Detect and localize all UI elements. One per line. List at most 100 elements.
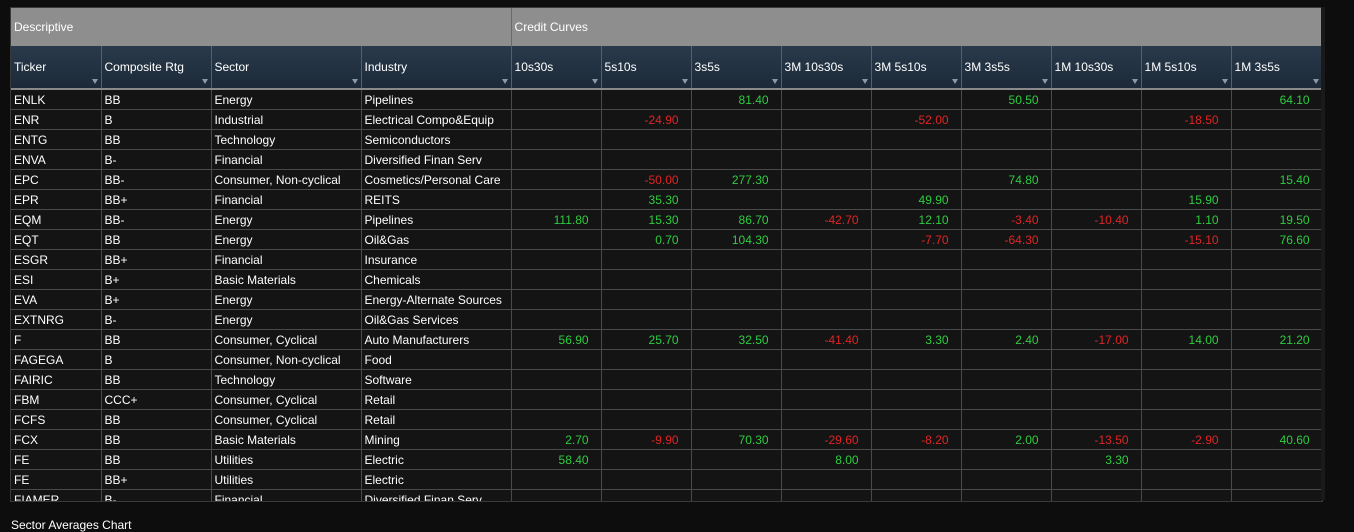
table-cell: -41.40 xyxy=(781,329,872,350)
table-cell xyxy=(511,229,602,250)
filter-icon[interactable] xyxy=(591,79,598,84)
table-row[interactable]: ESI B+ Basic Materials Chemicals xyxy=(11,269,1322,290)
column-header-1m-5s10s[interactable]: 1M 5s10s xyxy=(1141,46,1232,90)
table-row[interactable]: F BB Consumer, Cyclical Auto Manufacturers 5… xyxy=(11,329,1322,350)
filter-icon[interactable] xyxy=(1131,79,1138,84)
table-cell xyxy=(1231,189,1322,210)
table-row[interactable]: EVA B+ Energy Energy-Alternate Sources xyxy=(11,289,1322,310)
table-row[interactable]: EQM BB- Energy Pipelines 111.80 15.30 86.70 -42… xyxy=(11,209,1322,230)
table-cell: Technology xyxy=(211,129,362,150)
column-header-3m-3s5s[interactable]: 3M 3s5s xyxy=(961,46,1052,90)
table-cell: ESI xyxy=(11,269,102,290)
table-cell: Energy-Alternate Sources xyxy=(361,289,512,310)
table-cell: 32.50 xyxy=(691,329,782,350)
table-cell xyxy=(1231,369,1322,390)
table-cell: BB xyxy=(101,449,212,470)
table-cell xyxy=(961,189,1052,210)
table-cell: BB+ xyxy=(101,189,212,210)
table-cell xyxy=(1141,349,1232,370)
table-row[interactable]: ENLK BB Energy Pipelines 81.40 50.50 64.10 xyxy=(11,89,1322,110)
grid-scrollbar[interactable] xyxy=(1321,7,1325,500)
table-cell xyxy=(1051,349,1142,370)
table-row[interactable]: EPC BB- Consumer, Non-cyclical Cosmetics/Pe… xyxy=(11,169,1322,190)
column-header-composite-rtg[interactable]: Composite Rtg xyxy=(101,46,212,90)
table-row[interactable]: FCFS BB Consumer, Cyclical Retail xyxy=(11,409,1322,430)
filter-icon[interactable] xyxy=(681,79,688,84)
table-cell xyxy=(691,489,782,501)
filter-icon[interactable] xyxy=(1312,79,1319,84)
table-cell: Industrial xyxy=(211,109,362,130)
column-header-sector[interactable]: Sector xyxy=(211,46,362,90)
column-header-10s30s[interactable]: 10s30s xyxy=(511,46,602,90)
table-cell xyxy=(781,149,872,170)
column-header-5s10s[interactable]: 5s10s xyxy=(601,46,692,90)
table-row[interactable]: EXTNRG B- Energy Oil&Gas Services xyxy=(11,309,1322,330)
table-row[interactable]: FCX BB Basic Materials Mining 2.70 -9.90 70.30… xyxy=(11,429,1322,450)
table-cell xyxy=(691,289,782,310)
table-cell xyxy=(1051,109,1142,130)
sector-averages-chart-title: Sector Averages Chart xyxy=(11,518,132,532)
filter-icon[interactable] xyxy=(861,79,868,84)
filter-icon[interactable] xyxy=(91,79,98,84)
column-header-3m-10s30s[interactable]: 3M 10s30s xyxy=(781,46,872,90)
table-cell: -42.70 xyxy=(781,209,872,230)
table-cell: BB- xyxy=(101,209,212,230)
table-cell xyxy=(961,249,1052,270)
table-row[interactable]: FBM CCC+ Consumer, Cyclical Retail xyxy=(11,389,1322,410)
column-header-1m-3s5s[interactable]: 1M 3s5s xyxy=(1231,46,1322,90)
table-cell: Financial xyxy=(211,189,362,210)
filter-icon[interactable] xyxy=(1041,79,1048,84)
table-cell: 15.90 xyxy=(1141,189,1232,210)
filter-icon[interactable] xyxy=(501,79,508,84)
column-header-1m-10s30s[interactable]: 1M 10s30s xyxy=(1051,46,1142,90)
filter-icon[interactable] xyxy=(201,79,208,84)
table-cell: BB xyxy=(101,229,212,250)
table-cell: 19.50 xyxy=(1231,209,1322,230)
column-header-label: Ticker xyxy=(14,60,47,74)
table-cell xyxy=(691,109,782,130)
table-cell xyxy=(691,269,782,290)
table-cell xyxy=(1231,349,1322,370)
table-cell: CCC+ xyxy=(101,389,212,410)
table-cell: 81.40 xyxy=(691,89,782,110)
column-header-ticker[interactable]: Ticker xyxy=(11,46,102,90)
table-cell xyxy=(691,249,782,270)
table-cell xyxy=(511,369,602,390)
filter-icon[interactable] xyxy=(351,79,358,84)
table-cell: B+ xyxy=(101,289,212,310)
table-cell: 104.30 xyxy=(691,229,782,250)
table-cell xyxy=(691,309,782,330)
table-row[interactable]: ENVA B- Financial Diversified Finan Serv xyxy=(11,149,1322,170)
filter-icon[interactable] xyxy=(771,79,778,84)
table-cell: 50.50 xyxy=(961,89,1052,110)
table-cell: -3.40 xyxy=(961,209,1052,230)
table-row[interactable]: FE BB+ Utilities Electric xyxy=(11,469,1322,490)
table-cell xyxy=(871,489,962,501)
column-header-industry[interactable]: Industry xyxy=(361,46,512,90)
filter-icon[interactable] xyxy=(951,79,958,84)
table-cell xyxy=(601,469,692,490)
table-row[interactable]: FAGEGA B Consumer, Non-cyclical Food xyxy=(11,349,1322,370)
table-cell xyxy=(871,369,962,390)
column-header-3m-5s10s[interactable]: 3M 5s10s xyxy=(871,46,962,90)
table-cell: Chemicals xyxy=(361,269,512,290)
table-cell xyxy=(691,349,782,370)
table-row[interactable]: ENTG BB Technology Semiconductors xyxy=(11,129,1322,150)
table-cell: FE xyxy=(11,469,102,490)
table-row[interactable]: EPR BB+ Financial REITS 35.30 49.90 15.90 xyxy=(11,189,1322,210)
group-header-descriptive: Descriptive xyxy=(11,8,512,46)
table-row[interactable]: EQT BB Energy Oil&Gas 0.70 104.30 -7.70 -64.30 -… xyxy=(11,229,1322,250)
table-cell: BB+ xyxy=(101,249,212,270)
table-row[interactable]: ESGR BB+ Financial Insurance xyxy=(11,249,1322,270)
table-cell: Insurance xyxy=(361,249,512,270)
table-cell: 12.10 xyxy=(871,209,962,230)
column-header-3s5s[interactable]: 3s5s xyxy=(691,46,782,90)
table-row[interactable]: FIAMER B- Financial Diversified Finan Serv xyxy=(11,489,1322,501)
table-row[interactable]: ENR B Industrial Electrical Compo&Equip -24.… xyxy=(11,109,1322,130)
filter-icon[interactable] xyxy=(1221,79,1228,84)
table-cell xyxy=(961,469,1052,490)
table-row[interactable]: FE BB Utilities Electric 58.40 8.00 3.30 xyxy=(11,449,1322,470)
table-row[interactable]: FAIRIC BB Technology Software xyxy=(11,369,1322,390)
table-cell xyxy=(1141,369,1232,390)
table-cell xyxy=(871,469,962,490)
